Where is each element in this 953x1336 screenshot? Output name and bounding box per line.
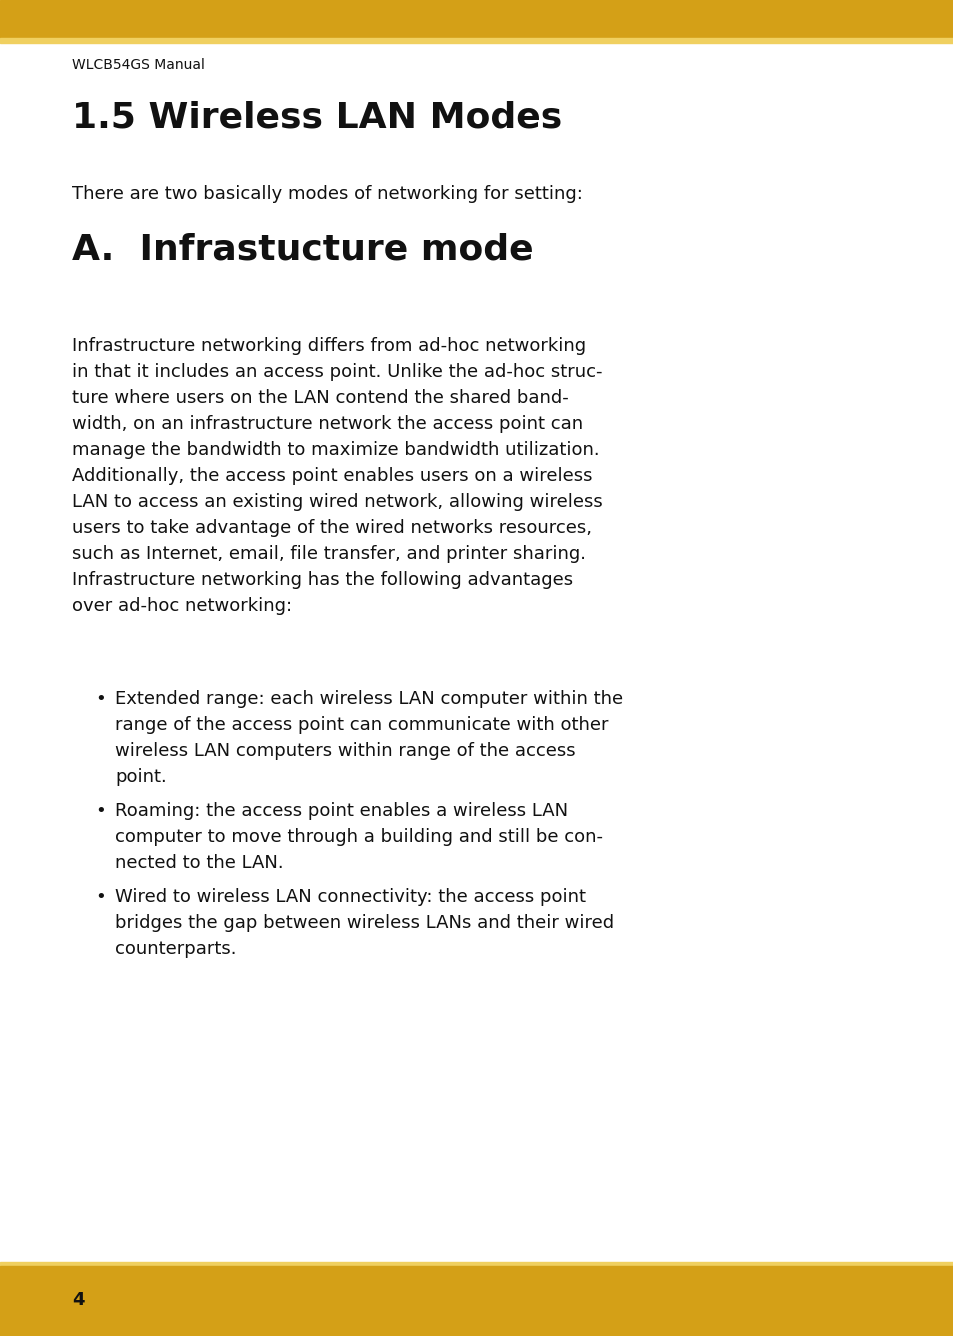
Text: •: • xyxy=(95,802,106,820)
Text: range of the access point can communicate with other: range of the access point can communicat… xyxy=(115,716,608,733)
Text: ture where users on the LAN contend the shared band-: ture where users on the LAN contend the … xyxy=(71,389,568,407)
Text: •: • xyxy=(95,689,106,708)
Text: width, on an infrastructure network the access point can: width, on an infrastructure network the … xyxy=(71,415,582,433)
Bar xyxy=(0,1267,953,1336)
Text: LAN to access an existing wired network, allowing wireless: LAN to access an existing wired network,… xyxy=(71,493,602,510)
Text: Extended range: each wireless LAN computer within the: Extended range: each wireless LAN comput… xyxy=(115,689,622,708)
Text: computer to move through a building and still be con-: computer to move through a building and … xyxy=(115,828,602,846)
Text: 1.5 Wireless LAN Modes: 1.5 Wireless LAN Modes xyxy=(71,100,561,134)
Text: •: • xyxy=(95,888,106,906)
Text: such as Internet, email, file transfer, and printer sharing.: such as Internet, email, file transfer, … xyxy=(71,545,585,562)
Text: Infrastructure networking has the following advantages: Infrastructure networking has the follow… xyxy=(71,570,573,589)
Text: manage the bandwidth to maximize bandwidth utilization.: manage the bandwidth to maximize bandwid… xyxy=(71,441,599,460)
Text: users to take advantage of the wired networks resources,: users to take advantage of the wired net… xyxy=(71,518,592,537)
Text: Infrastructure networking differs from ad-hoc networking: Infrastructure networking differs from a… xyxy=(71,337,585,355)
Text: 4: 4 xyxy=(71,1291,85,1309)
Text: point.: point. xyxy=(115,768,167,786)
Bar xyxy=(0,37,953,43)
Text: nected to the LAN.: nected to the LAN. xyxy=(115,854,283,872)
Text: Additionally, the access point enables users on a wireless: Additionally, the access point enables u… xyxy=(71,468,592,485)
Bar xyxy=(0,0,953,37)
Text: WLCB54GS Manual: WLCB54GS Manual xyxy=(71,57,205,72)
Text: There are two basically modes of networking for setting:: There are two basically modes of network… xyxy=(71,184,582,203)
Text: counterparts.: counterparts. xyxy=(115,941,236,958)
Text: in that it includes an access point. Unlike the ad-hoc struc-: in that it includes an access point. Unl… xyxy=(71,363,602,381)
Text: A.  Infrastucture mode: A. Infrastucture mode xyxy=(71,232,533,267)
Text: bridges the gap between wireless LANs and their wired: bridges the gap between wireless LANs an… xyxy=(115,914,614,933)
Bar xyxy=(0,1263,953,1267)
Text: over ad-hoc networking:: over ad-hoc networking: xyxy=(71,597,292,615)
Text: Roaming: the access point enables a wireless LAN: Roaming: the access point enables a wire… xyxy=(115,802,568,820)
Text: Wired to wireless LAN connectivity: the access point: Wired to wireless LAN connectivity: the … xyxy=(115,888,585,906)
Text: wireless LAN computers within range of the access: wireless LAN computers within range of t… xyxy=(115,741,575,760)
